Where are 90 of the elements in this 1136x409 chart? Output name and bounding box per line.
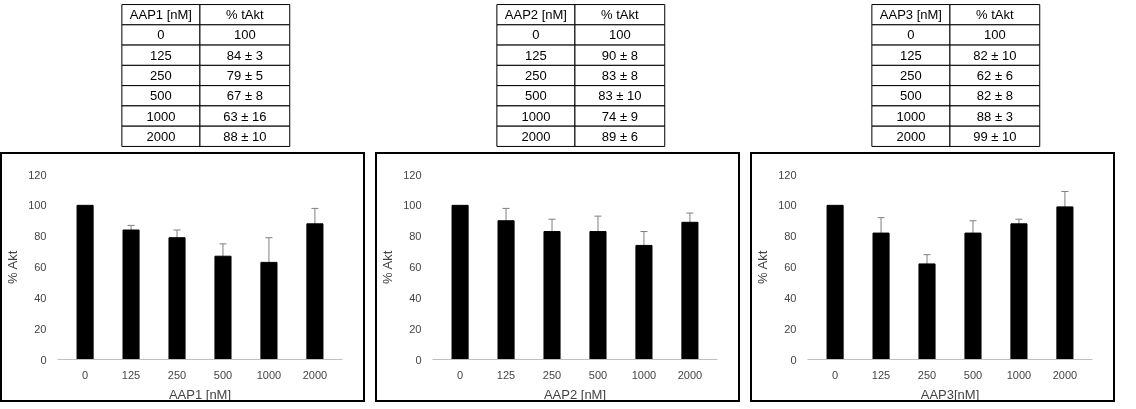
bar — [543, 231, 561, 360]
y-axis-title: % Akt — [755, 250, 771, 284]
x-tick-label: 2000 — [677, 368, 703, 381]
bar — [635, 244, 653, 360]
x-tick-label: 0 — [832, 368, 839, 381]
y-tick-label: 20 — [409, 322, 422, 335]
y-tick-label: 80 — [409, 230, 422, 243]
y-tick-label: 120 — [28, 168, 47, 181]
y-tick-label: 0 — [40, 353, 47, 366]
x-tick-label: 1000 — [1006, 368, 1032, 381]
category-label: 250 — [150, 68, 172, 83]
x-tick-label: 0 — [457, 368, 464, 381]
category-label: 250 — [900, 68, 922, 83]
category-label: 0 — [907, 27, 915, 43]
text: AAP3 [nM] — [879, 7, 942, 23]
category-label: 2000 — [521, 128, 551, 144]
y-axis-title: % Akt — [380, 250, 396, 284]
y-tick-label: 100 — [403, 199, 422, 212]
x-tick-label: 250 — [542, 368, 562, 381]
bar — [451, 204, 469, 360]
category-label: 250 — [525, 68, 547, 83]
text: AAP1 [nM] — [129, 7, 192, 23]
text: AAP2 [nM] — [504, 7, 567, 23]
x-tick-label: 1000 — [631, 368, 657, 381]
category-label: 125 — [900, 47, 922, 63]
x-tick-label: 250 — [167, 368, 187, 381]
y-tick-label: 60 — [409, 261, 422, 273]
category-label: 1000 — [896, 108, 926, 124]
category-label: 500 — [150, 88, 172, 104]
category-label: 0 — [157, 27, 165, 43]
text: 62 ± 6 — [976, 68, 1013, 83]
category-label: 2000 — [896, 128, 926, 144]
category-label: 125 — [150, 47, 172, 63]
text: 100 — [234, 27, 256, 43]
text: 84 ± 3 — [226, 47, 263, 63]
category-label: 500 — [525, 88, 547, 104]
text: 83 ± 8 — [601, 68, 638, 83]
x-tick-label: 0 — [82, 368, 89, 381]
y-tick-label: 120 — [778, 168, 797, 181]
y-tick-label: 60 — [34, 261, 47, 273]
text: 99 ± 10 — [973, 128, 1017, 144]
text: 88 ± 3 — [976, 108, 1013, 124]
text: 100 — [984, 27, 1006, 43]
x-tick-label: 1000 — [256, 368, 282, 381]
y-tick-label: 80 — [34, 230, 47, 243]
y-tick-label: 60 — [784, 261, 797, 273]
x-tick-label: 500 — [213, 368, 233, 381]
category-label: 1000 — [521, 108, 551, 124]
y-tick-label: 80 — [784, 230, 797, 243]
bar — [681, 221, 699, 360]
y-tick-label: 100 — [778, 199, 797, 212]
category-label: 0 — [532, 27, 540, 43]
x-tick-label: 500 — [963, 368, 983, 381]
text: % tAkt — [226, 7, 265, 23]
y-tick-label: 0 — [415, 353, 422, 366]
y-tick-label: 40 — [784, 291, 797, 304]
bar — [589, 231, 607, 360]
text: 88 ± 10 — [223, 128, 267, 144]
category-label: 500 — [900, 88, 922, 104]
text: 74 ± 9 — [601, 108, 638, 124]
bar — [497, 220, 515, 360]
x-tick-label: 500 — [588, 368, 608, 381]
text: 67 ± 8 — [226, 88, 263, 104]
text: 90 ± 8 — [601, 47, 638, 63]
y-tick-label: 40 — [409, 291, 422, 304]
text: % tAkt — [976, 7, 1015, 23]
text: 63 ± 16 — [223, 108, 267, 124]
text: 100 — [609, 27, 631, 43]
x-tick-label: 250 — [917, 368, 937, 381]
x-tick-label: 2000 — [1052, 368, 1078, 381]
category-label: 2000 — [146, 128, 176, 144]
y-tick-label: 40 — [34, 291, 47, 304]
y-tick-label: 20 — [784, 322, 797, 335]
y-axis-title: % Akt — [5, 250, 21, 284]
x-tick-label: 125 — [871, 368, 891, 381]
x-tick-label: 2000 — [302, 368, 328, 381]
text: 89 ± 6 — [601, 128, 638, 144]
category-label: 1000 — [146, 108, 176, 124]
x-tick-label: 125 — [121, 368, 141, 381]
text: 83 ± 10 — [598, 88, 642, 104]
y-tick-label: 20 — [34, 322, 47, 335]
y-tick-label: 100 — [28, 199, 47, 212]
text: 79 ± 5 — [226, 68, 263, 83]
y-tick-label: 0 — [790, 353, 797, 366]
x-tick-label: 125 — [496, 368, 516, 381]
text: 82 ± 10 — [973, 47, 1017, 63]
category-label: 125 — [525, 47, 547, 63]
text: 82 ± 8 — [976, 88, 1013, 104]
text: % tAkt — [601, 7, 640, 23]
y-tick-label: 120 — [403, 168, 422, 181]
